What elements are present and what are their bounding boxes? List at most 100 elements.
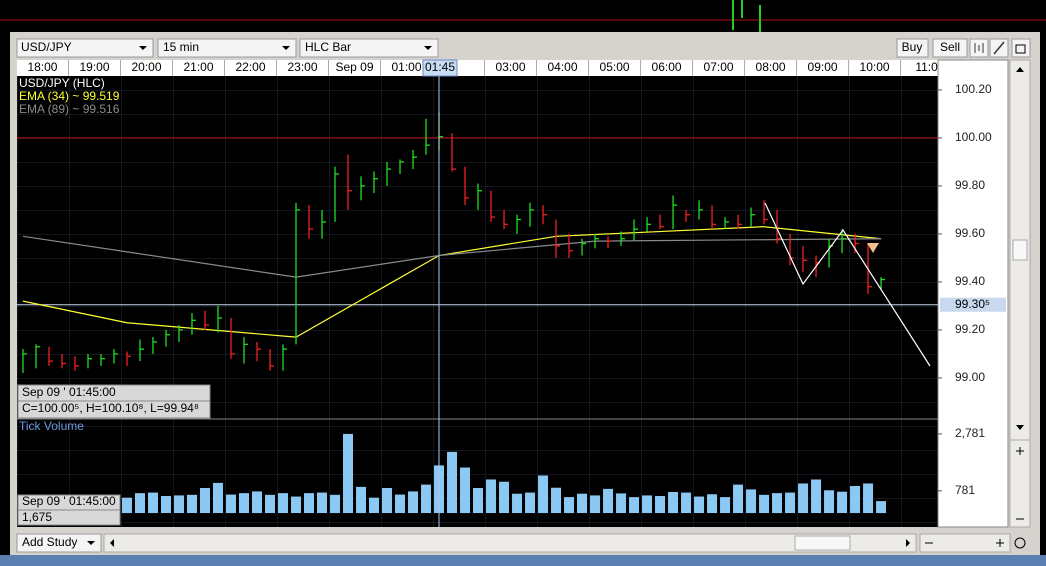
volume-bar: [317, 492, 328, 514]
zoom-icons: [1016, 447, 1024, 520]
zoom-bar[interactable]: [919, 533, 1011, 553]
x-tick-label: 22:00: [235, 60, 265, 74]
scroll-thumb[interactable]: [1012, 239, 1028, 261]
add-study: Add Study: [22, 535, 77, 549]
y-tick-label: 100.00: [955, 130, 992, 144]
pane-title: Tick Volume: [19, 419, 84, 433]
volume-bar: [616, 493, 627, 514]
volume-bar: [160, 495, 171, 514]
interval-dropdown[interactable]: [157, 38, 297, 58]
volume-bar: [642, 495, 653, 514]
sell-button[interactable]: [932, 38, 968, 58]
dropdown-arrow: [424, 46, 432, 50]
volume-bar: [173, 495, 184, 514]
background-chart: [0, 0, 1046, 34]
taskbar: [0, 555, 1046, 566]
value-axis: [937, 59, 1009, 528]
crosshair-time-box: [422, 59, 458, 77]
volume-bar: [785, 492, 796, 514]
volume-bar: [538, 475, 549, 514]
symbol-dropdown[interactable]: [16, 38, 154, 58]
y-tick-label: 99.60: [955, 226, 985, 240]
volume-bar: [655, 495, 666, 514]
dropdown-arrow: [282, 46, 290, 50]
volume-bar: [551, 487, 562, 514]
volume-bar: [369, 497, 380, 514]
legend-entry: EMA (34) ~ 99.519: [19, 89, 120, 103]
volume-bar: [447, 451, 458, 514]
window-tool[interactable]: [1011, 38, 1031, 58]
volume-bar: [343, 433, 354, 514]
background-bars: [732, 0, 761, 32]
x-tick-label: 05:00: [600, 60, 630, 74]
time-axis-labels: 18:00 19:00 20:00 21:00 22:00 23:00 Sep 09 01:0…: [27, 60, 938, 76]
x-tick-label: 03:00: [496, 60, 526, 74]
volume-bar: [238, 493, 249, 514]
x-tick-label: Sep 09: [335, 60, 373, 74]
sell: Sell: [940, 40, 960, 54]
volume-bar: [824, 490, 835, 514]
volume-bar: [512, 493, 523, 514]
volume-bar: [733, 484, 744, 514]
volume-bar: [564, 497, 575, 514]
volume-bar: [291, 496, 302, 514]
symbol: USD/JPY: [21, 40, 72, 54]
icon: [993, 41, 1005, 55]
y-tick-label: 99.80: [955, 178, 985, 192]
x-tick-label: 20:00: [131, 60, 161, 74]
x-tick-label: 06:00: [652, 60, 682, 74]
volume-bar: [499, 481, 510, 514]
chart-type-dropdown[interactable]: [299, 38, 439, 58]
volume-bar: [186, 494, 197, 514]
volume-bar: [694, 496, 705, 514]
volume-bar: [395, 494, 406, 514]
reset-icon[interactable]: [1014, 537, 1026, 549]
h-scrollbar[interactable]: [103, 533, 917, 553]
volume-bar: [811, 479, 822, 514]
volume-bar: [356, 486, 367, 514]
volume-bar: [134, 493, 145, 514]
crosshair-time: 01:45: [425, 60, 455, 74]
x-tick-label: 11:0: [915, 60, 938, 74]
volume-bar: [486, 479, 497, 514]
y-tick-label: 99.40: [955, 274, 985, 288]
volume-bar: [382, 488, 393, 514]
price-marker-label: 99.30⁵: [955, 297, 990, 311]
buy: Buy: [902, 40, 923, 54]
y-tick-label: 781: [955, 483, 975, 497]
dropdown-arrow: [139, 46, 147, 50]
buy-button[interactable]: [896, 38, 929, 58]
volume-bar: [473, 488, 484, 514]
volume-bar: [278, 493, 289, 514]
y-tick-label: 2,781: [955, 426, 985, 440]
volume-bar: [225, 494, 236, 514]
x-tick-label: 04:00: [548, 60, 578, 74]
volume-bar: [590, 495, 601, 514]
volume-bar: [121, 497, 132, 514]
interval: 15 min: [163, 40, 199, 54]
volume-bar: [681, 492, 692, 514]
background-right: [1040, 34, 1046, 555]
marker: [867, 243, 879, 253]
v-scrollbar-volume[interactable]: [1009, 439, 1031, 528]
grid: [17, 76, 938, 527]
h-scroll-thumb[interactable]: [794, 535, 851, 551]
x-tick-label: 09:00: [808, 60, 838, 74]
y-tick-label: 100.20: [955, 82, 992, 96]
volume-bar: [772, 493, 783, 514]
volume-bar: [265, 494, 276, 514]
legend-entry: EMA (89) ~ 99.516: [19, 102, 120, 116]
x-tick-label: 08:00: [756, 60, 786, 74]
add-study-dropdown[interactable]: [16, 533, 102, 553]
volume-bar: [212, 482, 223, 514]
volume-bar: [759, 494, 770, 514]
volume-bar: [304, 493, 315, 514]
time-axis: [17, 60, 938, 76]
info-time: Sep 09 ' 01:45:00: [22, 494, 116, 508]
dropdown-arrow: [87, 541, 95, 545]
icon: [974, 43, 984, 53]
volume-bar: [629, 497, 640, 514]
icon: [1015, 44, 1026, 54]
chart-type: HLC Bar: [305, 40, 351, 54]
